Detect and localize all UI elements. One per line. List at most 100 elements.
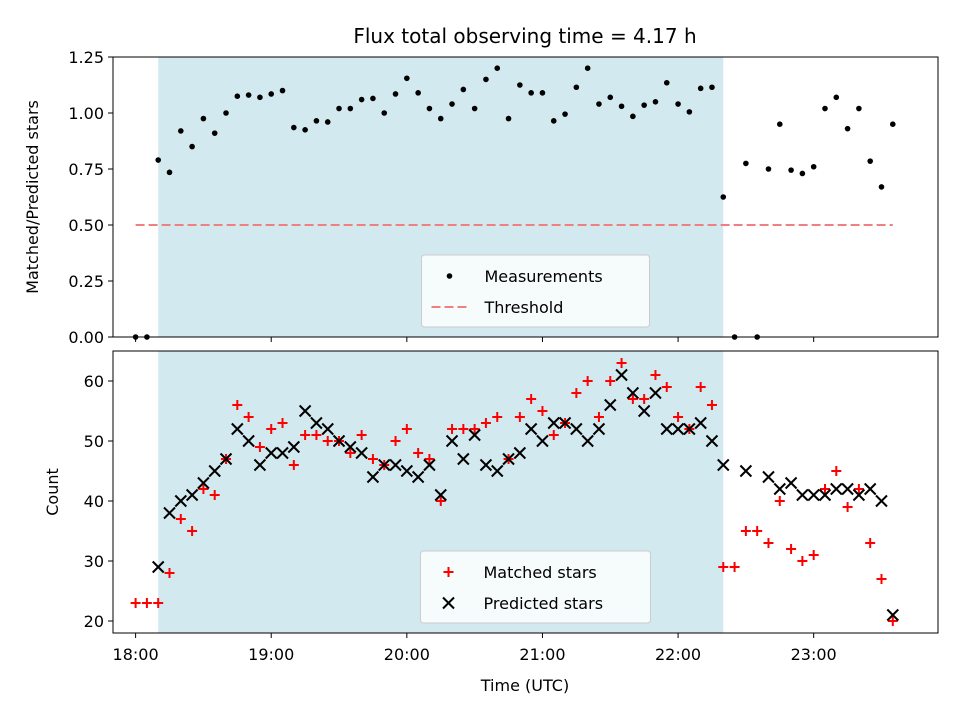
data-point (605, 376, 616, 386)
data-point (671, 422, 685, 436)
data-point (130, 598, 141, 608)
count-panel: 20 30 40 50 60 18:00 19:00 20:00 21:00 22:00 23:00… (43, 350, 939, 664)
x-tick-label: 22:00 (655, 645, 701, 664)
data-point (265, 446, 278, 460)
data-point (593, 412, 604, 422)
data-point (164, 568, 175, 578)
data-point (300, 430, 311, 440)
data-point (392, 91, 399, 97)
data-point (185, 488, 199, 502)
data-point (178, 128, 184, 134)
y-axis-label: Matched/Predicted stars (23, 100, 42, 294)
data-point (479, 458, 493, 472)
data-point (174, 494, 188, 508)
data-point (524, 422, 538, 436)
data-point (141, 598, 152, 608)
y-axis-label: Count (43, 468, 62, 516)
data-point (471, 105, 478, 112)
y-tick-label: 50 (84, 432, 104, 451)
data-point (853, 484, 864, 494)
x-tick-label: 18:00 (113, 645, 159, 664)
data-point (513, 446, 527, 460)
data-point (673, 412, 684, 422)
data-point (166, 169, 173, 176)
data-point (661, 382, 672, 392)
data-point (774, 496, 785, 506)
data-point (298, 404, 312, 418)
data-point (310, 416, 323, 430)
data-point (773, 482, 786, 496)
legend-box (420, 550, 651, 624)
y-tick-label: 0.75 (68, 160, 104, 179)
data-point (627, 394, 638, 404)
data-point (457, 452, 470, 466)
data-point (197, 476, 210, 490)
legend-label: Threshold (484, 298, 564, 317)
data-point (650, 370, 661, 380)
data-point (423, 458, 436, 472)
data-point (604, 398, 617, 412)
data-point (584, 65, 591, 71)
data-point (889, 121, 896, 127)
data-point (865, 538, 876, 548)
data-point (788, 167, 794, 173)
legend: Matched stars Predicted stars (420, 550, 651, 624)
data-point (279, 87, 286, 94)
series-measurements (132, 65, 896, 340)
data-point (311, 430, 322, 440)
data-point (630, 113, 636, 120)
data-point (562, 111, 568, 117)
data-point (367, 454, 378, 464)
data-point (830, 482, 843, 496)
data-point (245, 92, 252, 98)
data-point (536, 434, 549, 448)
data-point (548, 430, 559, 440)
y-tick-label: 1.25 (68, 48, 104, 67)
data-point (345, 448, 356, 458)
legend: Measurements Threshold (421, 254, 650, 328)
data-point (445, 434, 459, 448)
data-point (537, 406, 548, 416)
data-point (697, 85, 704, 92)
data-point (799, 170, 806, 177)
data-point (822, 105, 828, 112)
data-point (302, 127, 308, 133)
data-point (287, 440, 301, 454)
y-tick-label: 0.50 (68, 216, 104, 235)
data-point (626, 386, 640, 400)
x-tick-label: 23:00 (791, 645, 837, 664)
legend-label: Matched stars (484, 563, 597, 582)
data-point (492, 412, 503, 422)
data-point (819, 484, 830, 494)
chart-title: Flux total observing time = 4.17 h (353, 24, 696, 48)
data-point (232, 400, 243, 410)
data-point (356, 430, 367, 440)
data-point (355, 446, 368, 460)
data-point (841, 482, 854, 496)
data-point (863, 482, 877, 496)
data-point (494, 65, 501, 71)
data-point (740, 526, 751, 536)
data-point (288, 460, 299, 470)
data-point (616, 358, 627, 368)
data-point (400, 464, 414, 478)
data-point (426, 105, 433, 112)
data-point (539, 90, 546, 96)
data-point (469, 424, 480, 434)
data-point (807, 488, 820, 502)
data-point (413, 448, 424, 458)
series-predicted-stars (151, 368, 900, 622)
legend-box (421, 254, 650, 328)
data-point (887, 616, 898, 626)
data-point (615, 368, 628, 382)
data-point (437, 115, 444, 122)
data-point (480, 418, 491, 428)
legend-marker (446, 273, 453, 279)
data-point (291, 124, 297, 131)
data-point (483, 76, 489, 83)
data-point (151, 560, 165, 574)
data-point (344, 440, 357, 454)
data-point (739, 464, 753, 478)
data-point (336, 105, 342, 112)
